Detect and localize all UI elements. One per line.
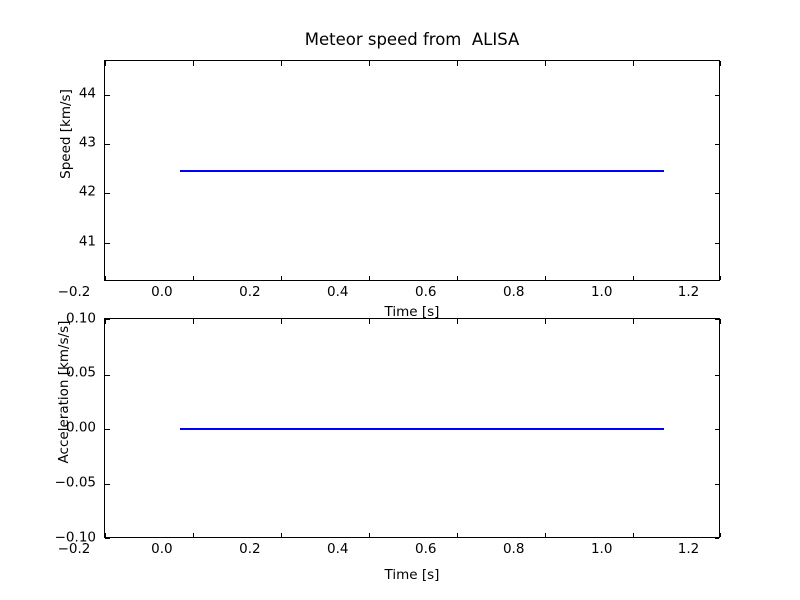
y-tick-mark-44 bbox=[105, 94, 110, 96]
y-tick-mark-right-43 bbox=[714, 143, 719, 145]
y-tick-mark-43 bbox=[105, 143, 110, 145]
x-tick-mark-0.8 bbox=[544, 275, 546, 280]
x-tick-mark-bottom-0.4 bbox=[368, 532, 370, 537]
y-tick-mark-right-42 bbox=[714, 193, 719, 195]
x-axis-label-top: Time [s] bbox=[384, 304, 440, 320]
x-tick-mark-bottom-top-0.4 bbox=[368, 319, 370, 324]
subplot-speed bbox=[104, 60, 721, 281]
x-tick-label-top-1.0: 1.0 bbox=[590, 284, 613, 300]
y-tick-mark-42 bbox=[105, 193, 110, 195]
x-tick-mark-top--0.2 bbox=[105, 61, 107, 66]
x-tick-mark-bottom-0.6 bbox=[456, 532, 458, 537]
x-tick-mark-1.0 bbox=[632, 275, 634, 280]
y-tick-label-top-44: 44 bbox=[78, 85, 96, 102]
x-tick-mark-bottom-0.0 bbox=[192, 532, 194, 537]
x-tick-mark-bottom--0.2 bbox=[105, 532, 107, 537]
y-tick-label-bottom--0.05: −0.05 bbox=[54, 474, 96, 490]
speed-data-line bbox=[179, 170, 665, 172]
x-tick-mark-bottom-top--0.2 bbox=[105, 319, 107, 324]
x-tick-label-bottom-0.2: 0.2 bbox=[239, 541, 261, 557]
x-tick-label-bottom-0.0: 0.0 bbox=[151, 541, 173, 557]
x-axis-label-bottom: Time [s] bbox=[384, 567, 440, 583]
y-tick-mark-0.00 bbox=[105, 429, 110, 431]
x-tick-mark-bottom-1.2 bbox=[719, 532, 721, 537]
x-tick-mark-1.2 bbox=[719, 275, 721, 280]
y-tick-mark-right-44 bbox=[714, 94, 719, 96]
x-tick-mark-top-0.0 bbox=[192, 61, 194, 66]
x-tick-mark-0.0 bbox=[192, 275, 194, 280]
y-tick-label-bottom-0.00: 0.00 bbox=[65, 419, 96, 435]
x-tick-mark-bottom-top-0.6 bbox=[456, 319, 458, 324]
x-tick-mark-bottom-top-0.8 bbox=[544, 319, 546, 324]
x-tick-label-top--0.2: −0.2 bbox=[57, 284, 91, 300]
y-tick-mark-right-0.10 bbox=[714, 319, 719, 321]
x-tick-label-top-0.2: 0.2 bbox=[239, 284, 261, 300]
x-tick-mark-top-0.6 bbox=[456, 61, 458, 66]
x-tick-mark-top-1.0 bbox=[632, 61, 634, 66]
x-tick-label-bottom-1.2: 1.2 bbox=[677, 541, 700, 557]
x-tick-mark-0.4 bbox=[368, 275, 370, 280]
x-tick-mark-bottom-top-0.2 bbox=[280, 319, 282, 324]
y-tick-mark-right--0.10 bbox=[714, 538, 719, 540]
x-tick-label-top-0.0: 0.0 bbox=[151, 284, 173, 300]
x-tick-mark--0.2 bbox=[105, 275, 107, 280]
x-tick-mark-bottom-0.2 bbox=[280, 532, 282, 537]
x-tick-mark-0.6 bbox=[456, 275, 458, 280]
y-tick-mark-0.10 bbox=[105, 319, 110, 321]
x-tick-label-top-1.2: 1.2 bbox=[677, 284, 700, 300]
x-tick-label-bottom-0.4: 0.4 bbox=[327, 541, 349, 557]
y-tick-label-bottom-0.10: 0.10 bbox=[65, 310, 96, 326]
y-tick-mark-right-0.00 bbox=[714, 429, 719, 431]
y-tick-mark-right-41 bbox=[714, 242, 719, 244]
y-tick-mark-41 bbox=[105, 242, 110, 244]
subplot-acceleration bbox=[104, 318, 721, 540]
x-tick-mark-0.2 bbox=[280, 275, 282, 280]
x-tick-mark-bottom-top-0.0 bbox=[192, 319, 194, 324]
x-tick-mark-bottom-0.8 bbox=[544, 532, 546, 537]
y-tick-label-top-42: 42 bbox=[78, 183, 96, 200]
x-tick-label-top-0.4: 0.4 bbox=[327, 284, 349, 300]
x-tick-mark-bottom-top-1.2 bbox=[719, 319, 721, 324]
acceleration-data-line bbox=[179, 428, 665, 430]
x-tick-label-top-0.6: 0.6 bbox=[415, 284, 437, 300]
x-tick-mark-bottom-top-1.0 bbox=[632, 319, 634, 324]
y-tick-mark-right-0.05 bbox=[714, 374, 719, 376]
x-tick-label-top-0.8: 0.8 bbox=[502, 284, 525, 300]
y-tick-mark--0.05 bbox=[105, 483, 110, 485]
x-tick-label-bottom-0.8: 0.8 bbox=[502, 541, 525, 557]
y-tick-label-bottom--0.10: −0.10 bbox=[54, 529, 96, 545]
x-tick-mark-top-0.4 bbox=[368, 61, 370, 66]
x-tick-label-bottom-0.6: 0.6 bbox=[415, 541, 437, 557]
y-tick-mark-right--0.05 bbox=[714, 483, 719, 485]
y-tick-label-bottom-0.05: 0.05 bbox=[65, 364, 96, 380]
y-tick-label-top-43: 43 bbox=[78, 134, 96, 151]
x-tick-label-bottom--0.2: −0.2 bbox=[57, 541, 91, 557]
x-tick-mark-top-1.2 bbox=[719, 61, 721, 66]
x-tick-mark-bottom-1.0 bbox=[632, 532, 634, 537]
y-tick-mark-0.05 bbox=[105, 374, 110, 376]
x-tick-mark-top-0.8 bbox=[544, 61, 546, 66]
chart-title: Meteor speed from ALISA bbox=[304, 30, 520, 49]
x-tick-label-bottom-1.0: 1.0 bbox=[590, 541, 613, 557]
x-tick-mark-top-0.2 bbox=[280, 61, 282, 66]
y-tick-mark--0.10 bbox=[105, 538, 110, 540]
y-tick-label-top-41: 41 bbox=[78, 233, 96, 249]
